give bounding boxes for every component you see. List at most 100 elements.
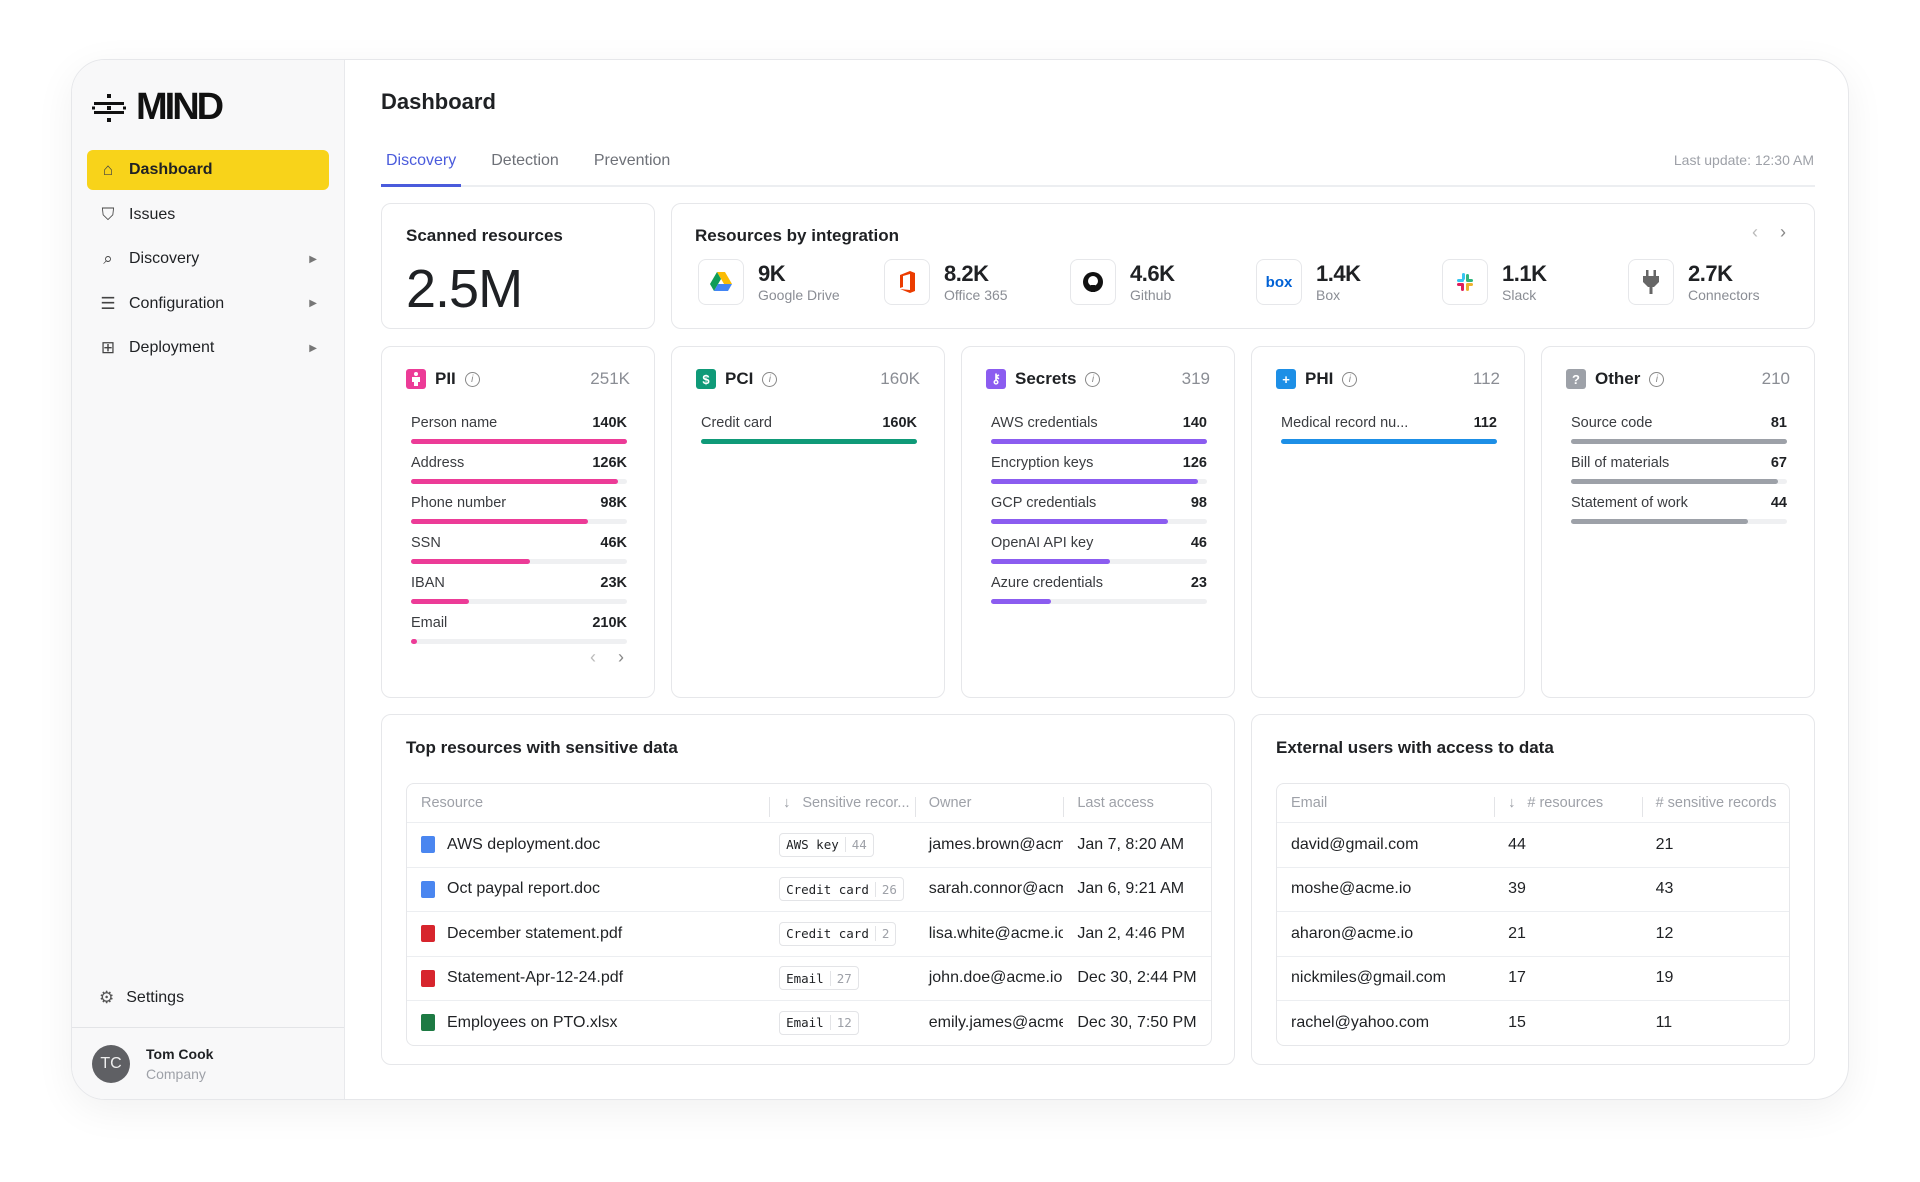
resource-name[interactable]: Statement-Apr-12-24.pdf [447, 969, 624, 987]
progress-fill [411, 519, 589, 524]
tab-prevention[interactable]: Prevention [593, 152, 671, 169]
progress-bar [991, 599, 1207, 604]
table-row[interactable]: AWS deployment.doc AWS key 44 james.brown… [407, 822, 1211, 867]
sidebar-item-issues[interactable]: ⛉ Issues [87, 195, 329, 235]
category-row[interactable]: AWS credentials 140 [991, 415, 1207, 455]
resource-name[interactable]: AWS deployment.doc [447, 835, 601, 853]
integration-office-365[interactable]: 8.2K Office 365 [884, 259, 1070, 305]
sidebar-item-configuration[interactable]: ☰ Configuration ▶ [87, 284, 329, 324]
category-row[interactable]: Email 210K [411, 615, 627, 655]
integration-github[interactable]: 4.6K Github [1070, 259, 1256, 305]
chevron-right-icon[interactable]: ▶ [309, 298, 317, 309]
integration-google-drive[interactable]: 9K Google Drive [698, 259, 884, 305]
chevron-left-icon[interactable]: ‹ [590, 647, 596, 667]
tab-detection[interactable]: Detection [491, 152, 559, 169]
integration-box[interactable]: box 1.4K Box [1256, 259, 1442, 305]
card-title: Top resources with sensitive data [406, 738, 678, 757]
integration-label: Connectors [1688, 287, 1760, 303]
table-row[interactable]: nickmiles@gmail.com 17 19 [1277, 955, 1789, 1001]
row-label: Email [411, 615, 448, 631]
category-row[interactable]: Encryption keys 126 [991, 455, 1207, 495]
column-header[interactable]: ↓ # resources [1494, 795, 1641, 817]
table-row[interactable]: Oct paypal report.doc Credit card 26 sara… [407, 866, 1211, 912]
table-row[interactable]: December statement.pdf Credit card 2 lisa… [407, 911, 1211, 956]
chevron-right-icon[interactable]: ▶ [309, 253, 317, 265]
user-email: rachel@yahoo.com [1291, 1013, 1430, 1031]
plug-icon [1628, 259, 1674, 305]
category-card-secrets: ⚷ Secrets i 319 AWS credentials 140 Encry… [961, 346, 1235, 698]
info-icon[interactable]: i [1342, 371, 1358, 387]
integration-connectors[interactable]: 2.7K Connectors [1628, 259, 1814, 305]
category-row[interactable]: OpenAI API key 46 [991, 535, 1207, 575]
dollar-icon: $ [696, 369, 716, 389]
owner: james.brown@acme.io [928, 835, 1064, 853]
info-icon[interactable]: i [762, 371, 778, 387]
category-row[interactable]: Person name 140K [411, 415, 627, 455]
category-row[interactable]: Phone number 98K [411, 495, 627, 535]
integration-slack[interactable]: 1.1K Slack [1442, 259, 1628, 305]
slack-icon [1442, 259, 1488, 305]
column-header[interactable]: Email [1291, 795, 1328, 811]
category-row[interactable]: Bill of materials 67 [1571, 455, 1787, 495]
progress-fill [991, 439, 1207, 444]
tab-discovery[interactable]: Discovery [381, 144, 462, 187]
resource-name[interactable]: December statement.pdf [447, 924, 623, 942]
category-row[interactable]: Statement of work 44 [1571, 495, 1787, 535]
table-row[interactable]: rachel@yahoo.com 15 11 [1277, 1000, 1789, 1045]
resource-name[interactable]: Oct paypal report.doc [447, 880, 600, 898]
sidebar-item-discovery[interactable]: ⌕ Discovery ▶ [87, 239, 329, 279]
progress-bar [411, 559, 627, 564]
chevron-left-icon[interactable]: ‹ [1752, 222, 1758, 242]
row-label: SSN [411, 535, 441, 551]
category-row[interactable]: GCP credentials 98 [991, 495, 1207, 535]
sidebar-item-settings[interactable]: ⚙ Settings [87, 978, 329, 1018]
sort-down-icon: ↓ [1508, 795, 1516, 811]
table-row[interactable]: aharon@acme.io 21 12 [1277, 911, 1789, 956]
sidebar-item-deployment[interactable]: ⊞ Deployment ▶ [87, 328, 329, 368]
column-header[interactable]: ↓ Sensitive recor... [769, 795, 915, 817]
table-row[interactable]: Statement-Apr-12-24.pdf Email 27 john.doe… [407, 955, 1211, 1001]
chevron-right-icon[interactable]: › [1780, 222, 1786, 242]
category-row[interactable]: Source code 81 [1571, 415, 1787, 455]
table-row[interactable]: david@gmail.com 44 21 [1277, 822, 1789, 867]
scanned-value: 2.5M [406, 259, 523, 319]
resource-name[interactable]: Employees on PTO.xlsx [447, 1013, 618, 1031]
last-access: Jan 6, 9:21 AM [1077, 880, 1185, 898]
pdf-file-icon [421, 925, 435, 943]
user-profile[interactable]: TC Tom Cook Company [92, 1045, 213, 1083]
progress-fill [411, 599, 470, 604]
category-row[interactable]: SSN 46K [411, 535, 627, 575]
category-row[interactable]: Azure credentials 23 [991, 575, 1207, 615]
owner: john.doe@acme.io [928, 969, 1063, 987]
column-header[interactable]: Resource [421, 795, 484, 811]
info-icon[interactable]: i [1085, 371, 1101, 387]
row-label: Azure credentials [991, 575, 1104, 591]
progress-bar [411, 439, 627, 444]
integration-count: 4.6K [1130, 261, 1175, 286]
sidebar-item-label: Settings [126, 989, 185, 1006]
record-count: 12 [1655, 924, 1674, 942]
row-value: 46K [600, 535, 627, 551]
last-update: Last update: 12:30 AM [1673, 152, 1814, 168]
category-row[interactable]: IBAN 23K [411, 575, 627, 615]
column-header[interactable]: Owner [914, 795, 1064, 817]
row-label: Bill of materials [1571, 455, 1670, 471]
sidebar-item-dashboard[interactable]: ⌂ Dashboard [87, 150, 329, 190]
column-header[interactable]: # sensitive records [1641, 795, 1789, 817]
chevron-right-icon[interactable]: › [618, 647, 624, 667]
chevron-right-icon[interactable]: ▶ [309, 342, 317, 354]
category-row[interactable]: Address 126K [411, 455, 627, 495]
info-icon[interactable]: i [1649, 371, 1665, 387]
category-row[interactable]: Credit card 160K [701, 415, 917, 455]
category-card-other: ? Other i 210 Source code 81 Bill of mate… [1541, 346, 1815, 698]
progress-bar [1571, 439, 1787, 444]
column-header[interactable]: Last access [1063, 795, 1211, 817]
key-icon: ⚷ [986, 369, 1006, 389]
table-row[interactable]: moshe@acme.io 39 43 [1277, 866, 1789, 912]
progress-fill [411, 439, 627, 444]
progress-bar [991, 479, 1207, 484]
category-row[interactable]: Medical record nu... 112 [1281, 415, 1497, 455]
table-row[interactable]: Employees on PTO.xlsx Email 12 emily.jame… [407, 1000, 1211, 1045]
info-icon[interactable]: i [464, 371, 480, 387]
logo[interactable]: MIND [92, 86, 224, 129]
